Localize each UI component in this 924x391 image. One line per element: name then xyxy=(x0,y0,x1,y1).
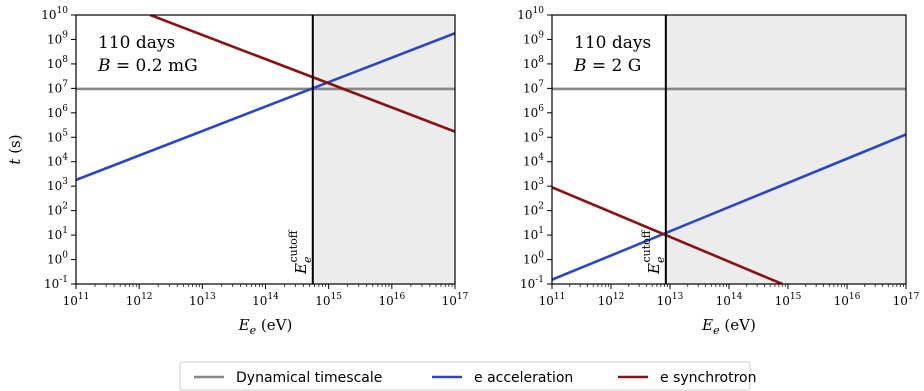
panel-left: Eecutoff 1011 1012 1013 1014 1015 1016 1017 10-1… xyxy=(6,6,469,337)
series-line-e-synchrotron xyxy=(552,186,783,284)
y-tick-label: 109 xyxy=(523,30,544,46)
legend-label-dynamical: Dynamical timescale xyxy=(236,370,382,386)
legend-label-synchrotron: e synchrotron xyxy=(660,370,756,386)
x-tick-label: 1011 xyxy=(63,292,90,308)
x-tick-label: 1016 xyxy=(378,292,405,308)
x-tick-label: 1015 xyxy=(315,292,342,308)
panel-right: Eecutoff 1011 1012 1013 1014 1015 1016 1017 10-1… xyxy=(517,6,919,337)
y-tick-label: 107 xyxy=(47,79,68,95)
y-tick-label: 105 xyxy=(47,128,68,144)
y-tick-label: 102 xyxy=(47,202,68,218)
x-axis-label: Ee (eV) xyxy=(701,316,756,337)
y-tick-label: 109 xyxy=(47,30,68,46)
annotation-field: B = 0.2 mG xyxy=(97,56,198,76)
x-tick-label: 1014 xyxy=(252,292,279,308)
x-axis-label: Ee (eV) xyxy=(238,316,293,337)
x-tick-label: 1013 xyxy=(657,292,684,308)
y-tick-label: 1010 xyxy=(517,6,544,22)
plot-area xyxy=(76,15,455,182)
y-tick-label: 108 xyxy=(47,55,68,71)
y-tick-label: 10-1 xyxy=(44,275,68,291)
x-tick-label: 1015 xyxy=(775,292,802,308)
cutoff-label: Eecutoff xyxy=(640,229,667,275)
y-tick-label: 108 xyxy=(523,55,544,71)
y-tick-label: 101 xyxy=(47,226,68,242)
series-line-e-acceleration xyxy=(552,133,906,281)
y-tick-label: 106 xyxy=(523,104,544,120)
y-tick-label: 103 xyxy=(47,177,68,193)
x-tick-label: 1017 xyxy=(442,292,469,308)
annotation-days: 110 days xyxy=(574,33,651,53)
plot-area xyxy=(552,87,906,284)
y-tick-label: 104 xyxy=(47,153,68,169)
y-tick-label: 101 xyxy=(523,226,544,242)
y-tick-label: 104 xyxy=(523,153,544,169)
x-tick-label: 1012 xyxy=(126,292,153,308)
x-tick-label: 1013 xyxy=(189,292,216,308)
annotation-field: B = 2 G xyxy=(573,56,641,76)
x-tick-label: 1016 xyxy=(834,292,861,308)
y-tick-label: 107 xyxy=(523,79,544,95)
legend-box xyxy=(179,361,751,391)
y-tick-label: 100 xyxy=(47,251,68,267)
y-tick-label: 106 xyxy=(47,104,68,120)
shaded-region xyxy=(312,15,455,284)
y-tick-label: 103 xyxy=(523,177,544,193)
x-tick-label: 1011 xyxy=(539,292,566,308)
x-tick-label: 1014 xyxy=(716,292,743,308)
x-tick-label: 1017 xyxy=(893,292,920,308)
y-tick-label: 1010 xyxy=(41,6,68,22)
legend-label-acceleration: e acceleration xyxy=(474,370,573,386)
annotation-days: 110 days xyxy=(98,33,175,53)
legend: Dynamical timescale e acceleration e syn… xyxy=(179,361,756,391)
x-tick-label: 1012 xyxy=(598,292,625,308)
y-tick-label: 102 xyxy=(523,202,544,218)
y-tick-label: 100 xyxy=(523,251,544,267)
shaded-region xyxy=(665,15,906,284)
y-tick-label: 10-1 xyxy=(520,275,544,291)
y-axis-label: t (s) xyxy=(6,134,24,164)
series-line-e-synchrotron xyxy=(149,15,455,133)
series-line-e-acceleration xyxy=(76,31,455,182)
cutoff-label: Eecutoff xyxy=(287,229,314,275)
y-tick-label: 105 xyxy=(523,128,544,144)
